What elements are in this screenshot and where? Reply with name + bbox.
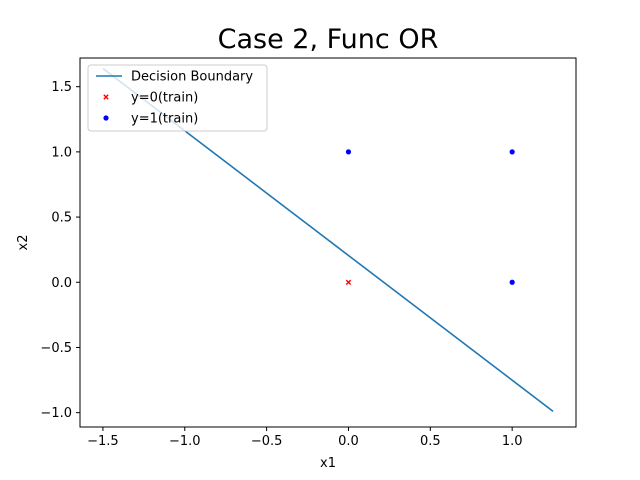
y-tick-label: 1.0 [51,145,72,160]
legend-box [87,64,268,132]
y-tick-label: 0.0 [51,276,72,291]
train-point-y1 [509,149,515,155]
legend-x-marker [103,94,109,100]
x-tick-label: 0.5 [420,434,441,449]
axes-frame [79,57,577,428]
legend-label: y=0(train) [131,91,198,106]
legend-label: Decision Boundary [131,70,253,85]
x-tick-label: 0.0 [338,434,359,449]
legend-dot-marker [103,115,109,121]
y-tick-label: 0.5 [51,211,72,226]
legend-label: y=1(train) [131,112,198,127]
marker-stroke [103,94,109,100]
point-stroke [345,279,352,285]
train-point-y0 [345,279,352,285]
y-tick-label: −1.0 [40,406,72,421]
legend: Decision Boundary y=0(train) y=1(train) [87,64,268,132]
x-tick-label: 1.0 [502,434,523,449]
y-tick-label: 1.5 [51,80,72,95]
train-point-y1 [345,149,352,155]
x-axis-label: x1 [320,456,336,471]
x-tick-label: −0.5 [251,434,283,449]
y-axis-label: x2 [16,235,31,251]
y-tick-label: −0.5 [40,341,72,356]
axis-ticks: −1.5 −1.0 −0.5 0.0 0.5 1.0 −1.0 −0.5 0.0 0.5 1.0 1.… [40,80,522,449]
chart-title: Case 2, Func OR [218,24,439,55]
x-tick-label: −1.0 [169,434,201,449]
x-tick-label: −1.5 [87,434,119,449]
train-point-y1 [509,279,515,285]
